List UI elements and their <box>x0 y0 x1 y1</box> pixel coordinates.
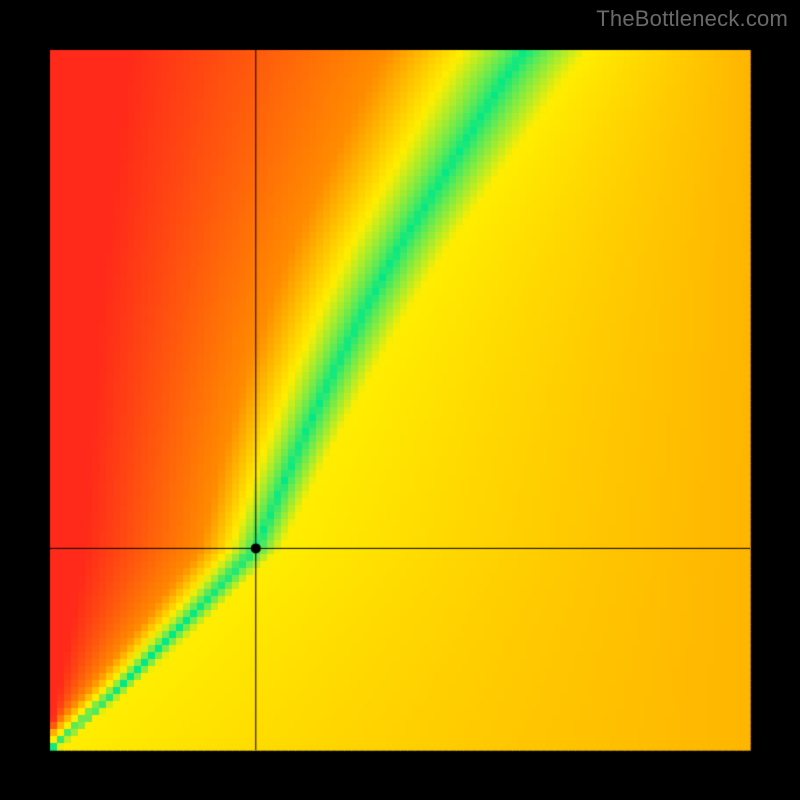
watermark-text: TheBottleneck.com <box>596 6 788 32</box>
bottleneck-heatmap <box>0 0 800 800</box>
chart-container: TheBottleneck.com <box>0 0 800 800</box>
